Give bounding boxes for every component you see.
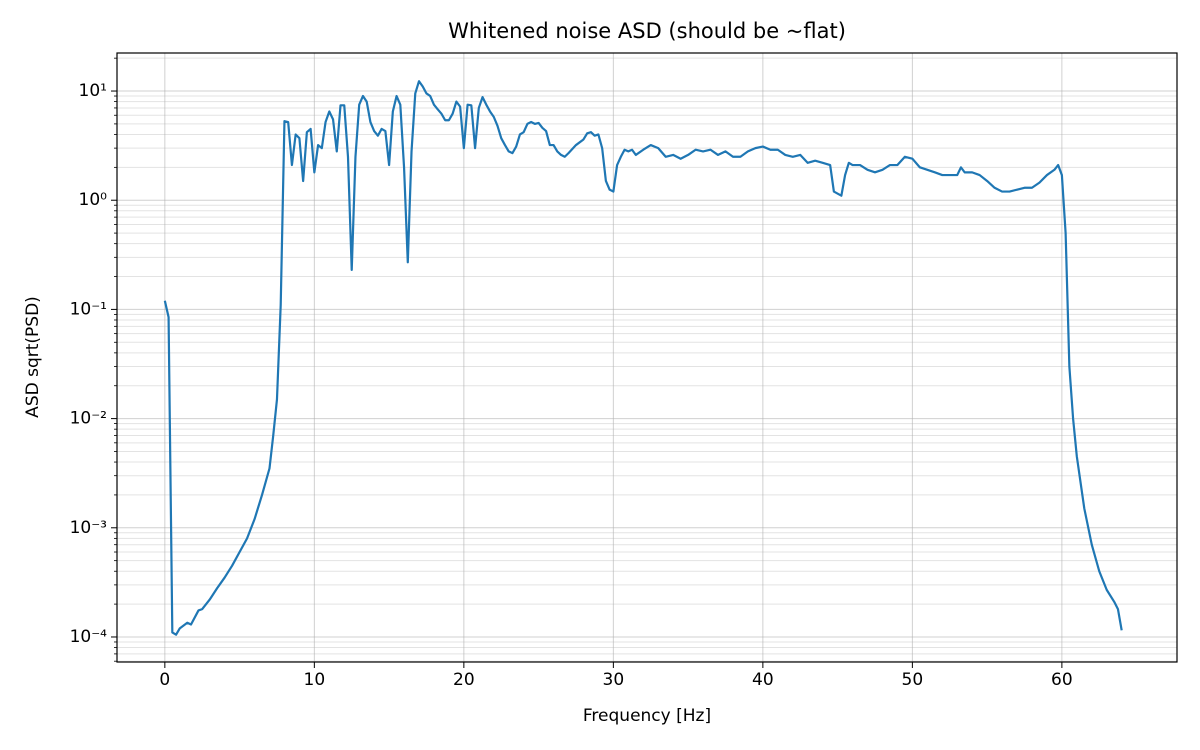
- chart-title: Whitened noise ASD (should be ~flat): [448, 19, 846, 43]
- y-tick-label: 10¹: [79, 81, 107, 101]
- x-tick-label: 50: [902, 670, 924, 690]
- y-axis-label: ASD sqrt(PSD): [23, 296, 43, 418]
- x-tick-label: 40: [752, 670, 774, 690]
- y-tick-label: 10⁻²: [70, 409, 107, 429]
- y-tick-label: 10⁰: [79, 190, 108, 210]
- plot-frame: [116, 52, 1178, 663]
- x-tick-label: 20: [453, 670, 475, 690]
- y-tick-label: 10⁻³: [70, 518, 107, 538]
- data-line: [163, 80, 1123, 636]
- y-tick-label: 10⁻⁴: [70, 627, 108, 647]
- x-tick-label: 10: [304, 670, 326, 690]
- x-tick-label: 60: [1051, 670, 1073, 690]
- x-tick-label: 0: [159, 670, 170, 690]
- y-tick-label: 10⁻¹: [70, 299, 107, 319]
- x-axis-label: Frequency [Hz]: [583, 706, 711, 726]
- x-tick-label: 30: [603, 670, 625, 690]
